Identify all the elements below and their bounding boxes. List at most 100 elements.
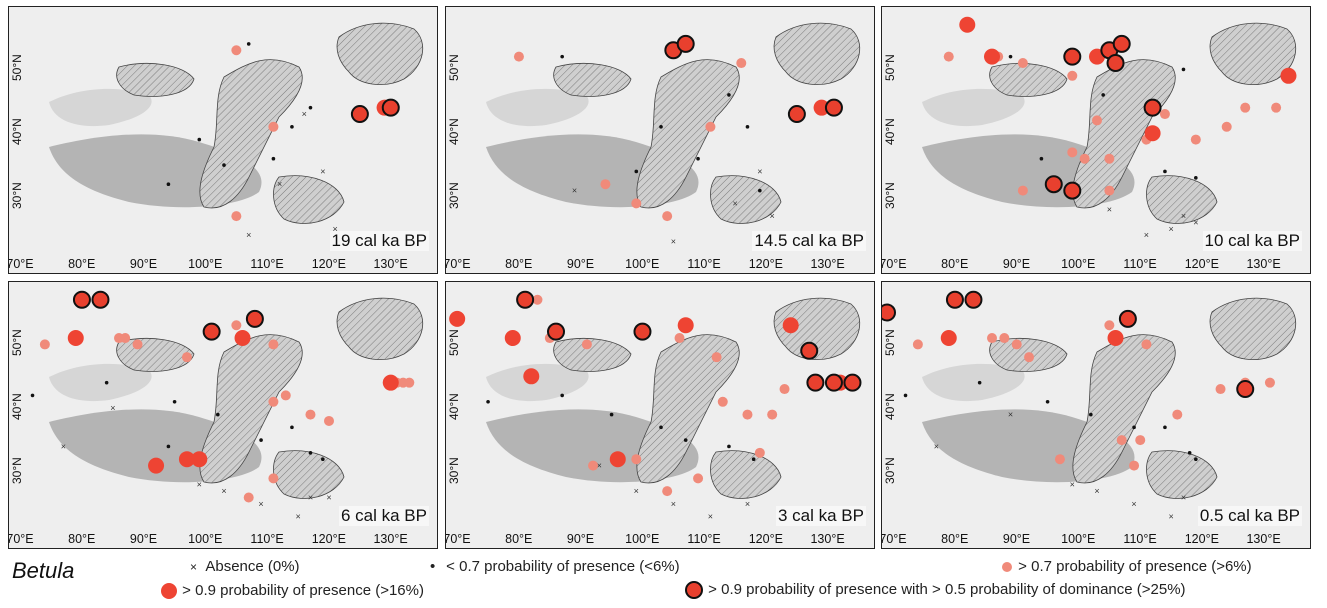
mid-probability-marker <box>1190 134 1201 145</box>
high-probability-marker <box>1280 67 1297 84</box>
absence-marker: × <box>1144 230 1149 240</box>
mid-probability-marker <box>736 58 747 69</box>
low-probability-marker <box>166 182 171 187</box>
y-tick-label: 30°N <box>447 456 461 484</box>
dominant-marker <box>245 309 264 328</box>
low-probability-marker <box>659 125 663 129</box>
dominant-marker <box>824 373 843 392</box>
high-probability-marker <box>813 99 830 116</box>
x-tick-label: 80°E <box>68 532 96 546</box>
mid-probability-marker <box>513 51 524 62</box>
low-probability-marker <box>308 105 313 110</box>
x-tick-label: 100°E <box>625 257 660 271</box>
low-probability-marker <box>1089 412 1093 417</box>
mid-probability-marker <box>1092 115 1102 126</box>
modern-range-hatch <box>989 63 1067 97</box>
modern-range-outline <box>989 63 1068 97</box>
low-probability-marker <box>609 412 614 417</box>
dominant-marker <box>1112 34 1131 53</box>
mid-probability-marker <box>779 384 790 395</box>
absence-marker: × <box>1131 499 1136 509</box>
modern-range-outline <box>710 450 782 499</box>
basin-shading <box>922 363 1025 402</box>
low-probability-marker <box>659 425 663 430</box>
map-panel: × × × × × × × × 6 cal ka BP 70°E 80°E 90°E 100°E 110°… <box>8 281 438 549</box>
low-probability-marker <box>321 457 325 462</box>
x-tick-label: 90°E <box>1002 532 1031 546</box>
x-tick-label: 110°E <box>1123 257 1157 271</box>
low-probability-marker <box>977 380 982 385</box>
legend-low: • < 0.7 probability of presence (<6%) <box>430 558 680 575</box>
modern-range-hatch <box>774 23 860 85</box>
low-probability-marker <box>222 163 226 167</box>
dominant-marker <box>381 98 400 117</box>
x-tick-label: 100°E <box>625 532 660 546</box>
mid-probability-marker <box>231 320 242 331</box>
absence-marker: × <box>326 492 331 502</box>
absence-marker: × <box>1193 217 1198 227</box>
modern-range-hatch <box>1072 59 1176 208</box>
x-tick-label: 80°E <box>68 257 96 271</box>
absence-marker: × <box>258 499 263 509</box>
mid-probability-marker <box>268 396 279 407</box>
high-probability-marker <box>959 16 976 33</box>
basin-shading <box>486 88 589 127</box>
dominant-marker <box>800 341 819 360</box>
low-probability-marker <box>1008 54 1013 59</box>
low-probability-marker <box>308 451 313 455</box>
high-probability-marker <box>449 310 466 327</box>
modern-range-outline <box>553 338 632 372</box>
x-tick-label: 90°E <box>566 257 595 271</box>
modern-range-hatch <box>1146 175 1217 224</box>
x-tick-label: 100°E <box>1061 257 1096 271</box>
modern-range-outline <box>1072 59 1176 209</box>
modern-range-hatch <box>553 63 631 97</box>
dominant-marker <box>964 290 983 309</box>
x-tick-label: 130°E <box>373 257 408 271</box>
panel-period-label: 19 cal ka BP <box>329 231 429 251</box>
dominant-marker <box>806 373 825 392</box>
y-tick-label: 40°N <box>10 117 24 145</box>
x-tick-label: 110°E <box>250 532 284 546</box>
absence-marker: × <box>1107 205 1112 215</box>
modern-range-outline <box>636 59 740 209</box>
x-tick-label: 110°E <box>687 532 721 546</box>
y-tick-label: 50°N <box>10 329 24 357</box>
absence-marker: × <box>757 166 762 176</box>
mid-probability-marker <box>532 294 543 305</box>
y-tick-label: 30°N <box>447 181 461 209</box>
dominant-marker <box>676 34 695 53</box>
y-tick-label: 50°N <box>883 329 897 357</box>
mid-probability-marker <box>1067 70 1078 81</box>
absence-marker: × <box>671 237 676 247</box>
modern-range-hatch <box>199 334 303 483</box>
basin-shading <box>922 88 1025 127</box>
x-tick-label: 90°E <box>129 257 158 271</box>
dominant-marker <box>72 290 91 309</box>
mid-probability-marker <box>662 486 673 497</box>
mid-probability-marker <box>1159 109 1170 120</box>
mid-probability-marker <box>742 409 753 420</box>
absence-marker: × <box>302 109 307 119</box>
high-probability-marker <box>148 457 165 474</box>
map-canvas: × × × × × <box>446 282 874 548</box>
low-probability-marker <box>727 444 731 449</box>
legend-dominant: > 0.9 probability of presence with > 0.5… <box>684 580 1186 600</box>
modern-range-outline <box>773 22 860 85</box>
map-panel: × × × × × 3 cal ka BP 70°E 80°E 90°E 100°E 110°E 12… <box>445 281 875 549</box>
low-probability-marker <box>683 438 688 442</box>
x-tick-label: 90°E <box>566 532 595 546</box>
panel-period-label: 3 cal ka BP <box>776 506 866 526</box>
modern-range-hatch <box>553 338 631 372</box>
high-probability-marker <box>782 317 799 334</box>
modern-range-outline <box>710 175 782 224</box>
map-panel: × × × × × 19 cal ka BP 70°E 80°E 90°E 100°E 110°E 1… <box>8 6 438 274</box>
absence-marker: × <box>1008 410 1013 420</box>
basin-shading <box>49 363 152 402</box>
absence-marker: × <box>597 461 602 471</box>
low-probability-marker <box>1194 457 1198 462</box>
x-tick-label: 120°E <box>311 532 346 546</box>
y-tick-label: 50°N <box>447 329 461 357</box>
modern-range-outline <box>553 63 632 97</box>
mid-probability-marker <box>600 179 611 190</box>
